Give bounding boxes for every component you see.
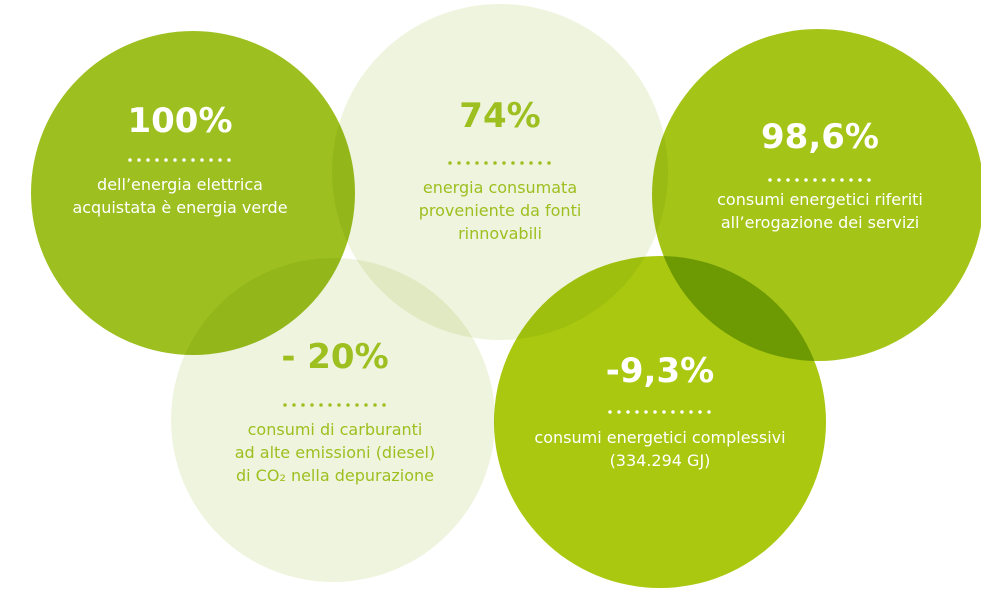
stat-description: energia consumata <box>423 178 577 197</box>
stat-description: di CO₂ nella depurazione <box>236 466 434 485</box>
stat-value: 98,6% <box>761 117 879 157</box>
stat-description: consumi di carburanti <box>248 420 423 439</box>
stat-value: -9,3% <box>606 351 714 391</box>
stat-description: rinnovabili <box>458 224 542 243</box>
stat-description: consumi energetici riferiti <box>717 190 923 209</box>
stat-value: - 20% <box>281 337 388 377</box>
stat-value: 74% <box>459 96 540 136</box>
circle <box>332 4 668 340</box>
stat-value: 100% <box>127 101 232 141</box>
stat-description: dell’energia elettrica <box>97 175 263 194</box>
stat-description: all’erogazione dei servizi <box>721 213 919 232</box>
stat-description: (334.294 GJ) <box>610 451 711 470</box>
circles <box>31 4 981 588</box>
texts: 100% dell’energia elettrica acquistata è e… <box>72 96 922 485</box>
stat-description: acquistata è energia verde <box>72 198 287 217</box>
stat-description: ad alte emissioni (diesel) <box>235 443 436 462</box>
stat-description: proveniente da fonti <box>419 201 582 220</box>
stat-description: consumi energetici complessivi <box>534 428 785 447</box>
circle <box>171 258 495 582</box>
circle <box>494 256 826 588</box>
